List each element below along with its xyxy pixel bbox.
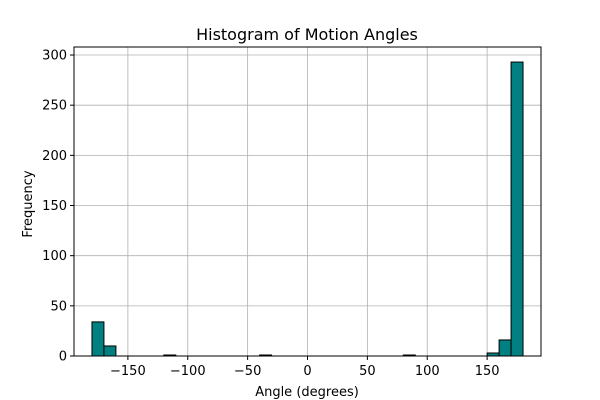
bars <box>91 61 524 357</box>
y-tick-label: 50 <box>50 299 67 314</box>
histogram-bar <box>103 345 117 357</box>
histogram-bar <box>91 321 105 357</box>
x-axis-label: Angle (degrees) <box>255 385 359 400</box>
x-axis-ticks: −150 −100 −50 0 50 100 150 <box>110 356 500 379</box>
x-tick-label: 100 <box>415 364 440 379</box>
histogram-bar <box>498 339 512 357</box>
x-tick-label: 0 <box>303 364 311 379</box>
x-tick-label: 150 <box>475 364 500 379</box>
y-tick-label: 200 <box>42 149 67 164</box>
x-tick-label: −150 <box>110 364 146 379</box>
y-tick-label: 0 <box>59 350 67 365</box>
x-tick-label: 50 <box>359 364 376 379</box>
x-tick-label: −100 <box>170 364 206 379</box>
y-tick-label: 100 <box>42 249 67 264</box>
y-axis-label: Frequency <box>21 170 36 237</box>
y-tick-label: 250 <box>42 99 67 114</box>
y-tick-label: 150 <box>42 199 67 214</box>
y-tick-label: 300 <box>42 49 67 64</box>
histogram-bar <box>510 61 524 357</box>
y-axis-ticks: 0 50 100 150 200 250 300 <box>42 49 74 365</box>
chart-title: Histogram of Motion Angles <box>196 25 418 44</box>
x-tick-label: −50 <box>234 364 261 379</box>
grid-lines <box>74 47 541 357</box>
